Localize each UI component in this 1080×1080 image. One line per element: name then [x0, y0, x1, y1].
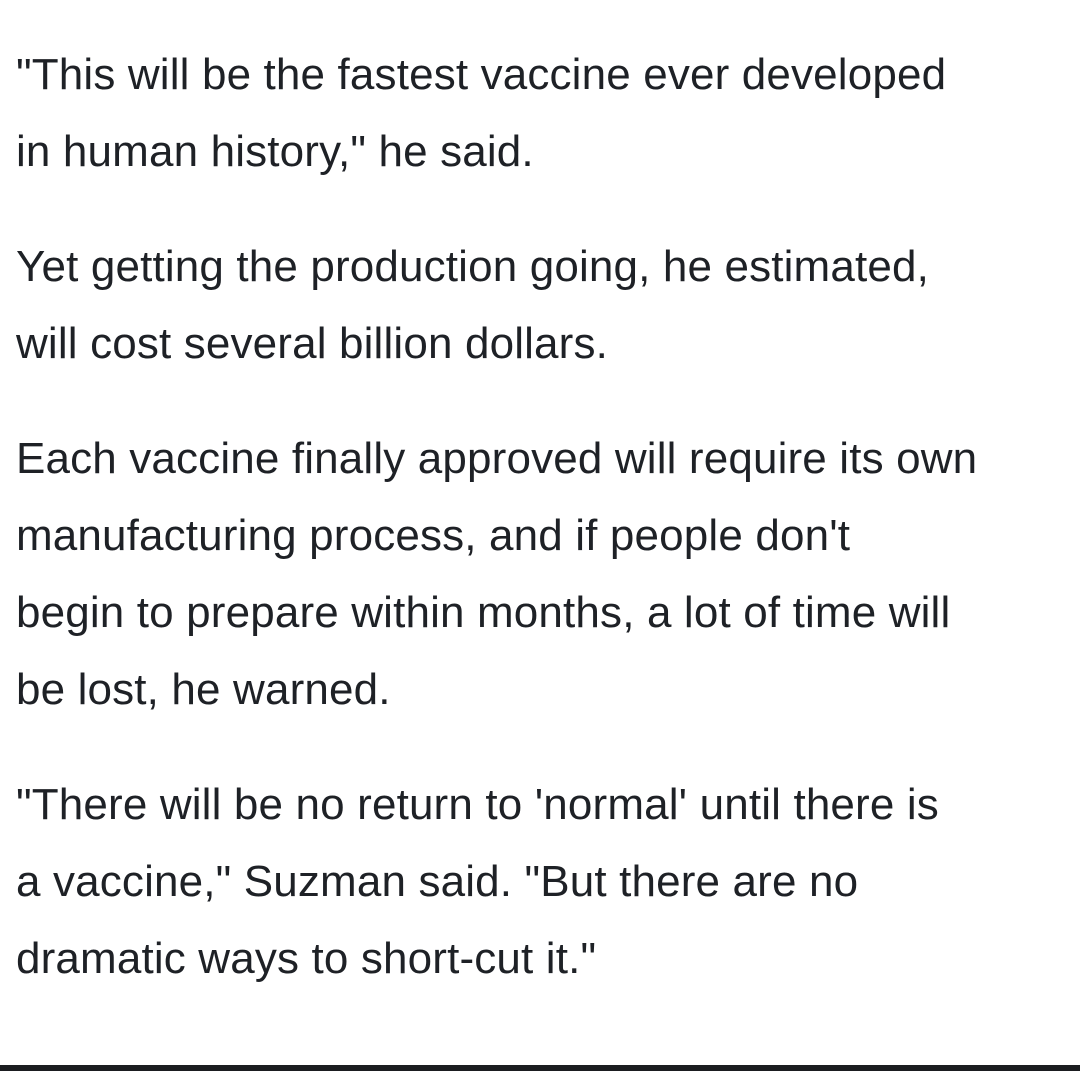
paragraph-line: will cost several billion dollars. — [16, 319, 608, 368]
paragraph-manufacturing-process: Each vaccine finally approved will requi… — [16, 420, 1080, 728]
paragraph-line: "There will be no return to 'normal' unt… — [16, 780, 939, 829]
paragraph-line: a vaccine," Suzman said. "But there are … — [16, 857, 859, 906]
paragraph-production-cost: Yet getting the production going, he est… — [16, 228, 1080, 382]
paragraph-line: Yet getting the production going, he est… — [16, 242, 929, 291]
paragraph-line: "This will be the fastest vaccine ever d… — [16, 50, 947, 99]
paragraph-line: begin to prepare within months, a lot of… — [16, 588, 951, 637]
paragraph-fastest-vaccine: "This will be the fastest vaccine ever d… — [16, 36, 1080, 190]
paragraph-line: dramatic ways to short-cut it." — [16, 934, 597, 983]
paragraph-suzman-quote: "There will be no return to 'normal' unt… — [16, 766, 1080, 997]
article-body: "This will be the fastest vaccine ever d… — [16, 36, 1080, 997]
bottom-divider — [0, 1065, 1080, 1071]
paragraph-line: Each vaccine finally approved will requi… — [16, 434, 978, 483]
paragraph-line: be lost, he warned. — [16, 665, 391, 714]
paragraph-line: manufacturing process, and if people don… — [16, 511, 851, 560]
paragraph-line: in human history," he said. — [16, 127, 534, 176]
